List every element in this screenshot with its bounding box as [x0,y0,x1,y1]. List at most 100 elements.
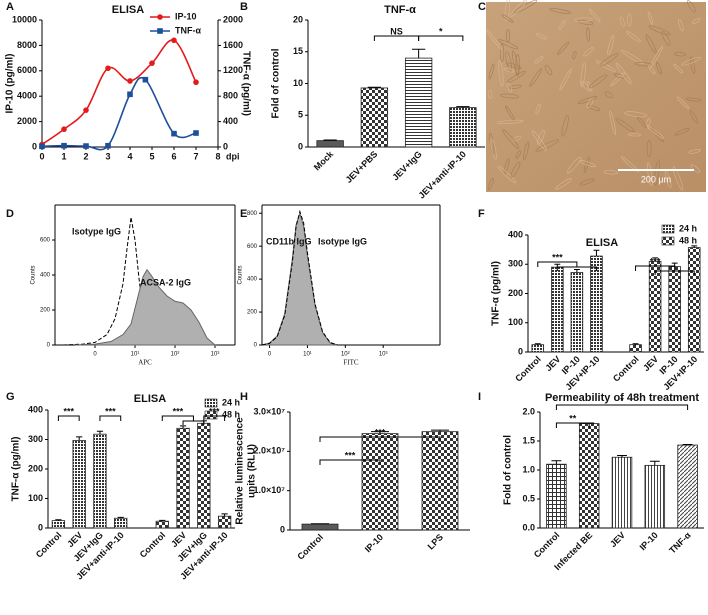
cell [505,105,515,122]
bar [217,515,232,529]
cell [689,110,699,124]
significance-label: * [620,395,624,405]
error-bar [534,343,541,345]
marker [61,126,67,133]
y-tick-label: 600 [247,244,258,250]
y-tick-label: 300 [28,434,43,444]
series-label: CD11b IgG [266,236,312,246]
cell [673,63,684,74]
x-tick-label: IP-10 [363,532,385,554]
significance-label: *** [650,256,661,266]
bar [449,107,477,148]
legend-label: 24 h [222,397,240,407]
significance-bracket [99,415,122,421]
cell [615,118,635,133]
cell [485,28,503,50]
marker [39,143,45,150]
cell [620,50,644,65]
y2-tick-label: 0 [223,141,228,151]
x-axis-label: dpi [226,151,240,161]
y-axis-label: Fold of control [503,435,514,505]
series-label: ACSA-2 IgG [140,277,191,287]
y2-tick-label: 2000 [223,14,243,24]
cell [689,56,696,74]
bar [687,247,701,353]
cell [536,130,545,145]
cell [579,160,596,168]
cell [615,62,632,84]
marker [171,37,177,44]
x-tick-label: Control [295,532,325,562]
cell [607,35,615,56]
x-axis-label: FITC [343,359,359,367]
y-tick-label: 2.0 [522,406,535,416]
x-tick-label: JEV+IgG [390,149,423,182]
cell [678,18,684,32]
scale-bar-label: 200 μm [641,174,671,184]
cell [506,70,526,84]
cell [502,129,520,150]
error-bar [323,139,337,141]
significance-bracket [373,35,420,41]
cell [498,39,519,50]
micrograph-background [486,2,706,192]
cell [647,162,653,187]
marker [127,78,133,84]
cell [646,118,651,128]
cell [647,11,654,25]
cell [557,41,570,55]
y-tick-label: 6000 [17,65,37,75]
cell [648,25,671,36]
y-tick-label: 1.0 [522,464,535,474]
x-tick-label: 10² [341,352,350,358]
chart-title: ELISA [134,393,166,405]
y-tick-label: 0 [280,524,285,534]
x-tick-label: 7 [193,151,198,161]
y-tick-label: 0 [298,141,303,151]
x-tick-label: 10³ [379,352,388,358]
significance-bracket [418,35,464,41]
x-tick-label: Control [34,530,64,560]
significance-label: NS [390,26,403,36]
y-tick-label: 0 [32,141,37,151]
cell [497,119,524,124]
cell [664,171,672,189]
bar [114,517,128,529]
y-axis-label: TNF-α (pg/ml) [11,436,22,501]
cell [586,27,590,42]
cell [595,60,617,72]
cell [619,16,625,27]
cell [515,54,520,77]
chart-title: TNF-α [384,4,416,16]
cell [534,56,544,64]
bar [551,266,564,353]
error-bar [76,436,83,441]
bar [155,520,169,529]
cell [586,98,594,109]
x-tick-label: Control [513,354,543,384]
cell [535,139,560,152]
marker [171,130,177,137]
marker [193,79,199,86]
marker [142,76,149,83]
y-tick-label: 1.5 [522,435,535,445]
cell [583,47,594,57]
y-tick-label: 1.0×10⁷ [254,485,286,495]
cell [499,43,505,62]
bar [677,444,698,529]
y-tick-label: 2000 [17,116,37,126]
cell [656,61,662,75]
y-tick-label: 400 [508,229,523,239]
cell [587,105,601,112]
error-bar [179,425,187,429]
panel-label: D [6,208,14,220]
panel-label: F [478,208,485,220]
bar [301,523,339,531]
x-tick-label: JEV+anti-IP-10 [417,149,468,200]
cell [558,20,566,31]
cell [509,0,528,18]
cell [577,95,598,105]
y-axis-label: Fold of control [271,48,282,118]
bar [668,266,681,353]
x-tick-label: 10² [171,352,180,358]
